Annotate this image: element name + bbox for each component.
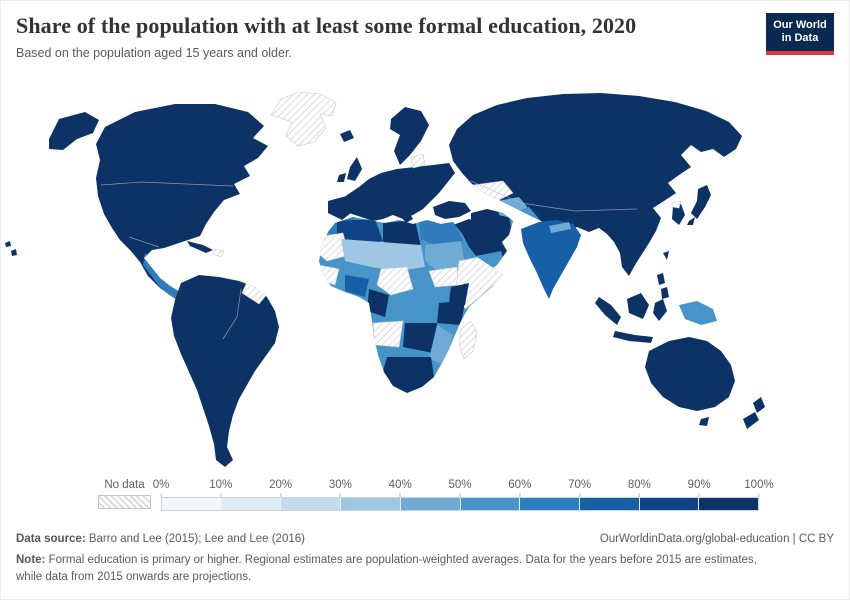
map-region-new-zealand[interactable] [743, 397, 765, 429]
legend: No data 0% 10% 20% 30% 40% 50% 60% 70% 80% 90% 100… [1, 479, 849, 515]
legend-tick-label: 0% [153, 479, 169, 497]
map-region-nepal[interactable] [549, 222, 571, 233]
legend-tick-label: 100% [744, 479, 774, 497]
legend-swatch-0-10%[interactable] [162, 498, 222, 510]
map-region-nigeria[interactable] [376, 266, 414, 296]
map-region-egypt[interactable] [419, 219, 463, 247]
legend-swatch-60-70%[interactable] [520, 498, 580, 510]
logo-line2: in Data [781, 32, 819, 44]
note-text: Formal education is primary or higher. R… [16, 554, 757, 583]
map-region-papua-new-guinea[interactable] [679, 301, 717, 325]
legend-swatch-50-60%[interactable] [460, 498, 521, 510]
map-region-madagascar[interactable] [458, 320, 478, 360]
legend-tick-label: 40% [389, 479, 412, 497]
map-region-hispaniola[interactable] [212, 248, 225, 258]
map-region-hawaii[interactable] [5, 241, 17, 256]
map-region-angola[interactable] [372, 320, 404, 348]
page-subtitle: Based on the population aged 15 years an… [16, 46, 292, 60]
owid-link[interactable]: OurWorldinData.org/global-education | CC… [599, 533, 834, 545]
legend-swatch-30-40%[interactable] [341, 498, 401, 510]
legend-swatch-20-30%[interactable] [281, 498, 342, 510]
map-region-north-america[interactable] [49, 104, 268, 304]
owid-logo[interactable]: Our World in Data [766, 13, 834, 55]
legend-swatch-70-80%[interactable] [579, 498, 640, 510]
no-data-label: No data [104, 479, 145, 491]
legend-tick-label: 10% [209, 479, 232, 497]
map-region-kenya[interactable] [449, 283, 469, 305]
map-region-greenland[interactable] [270, 91, 337, 147]
map-region-balkans-nodata[interactable] [410, 153, 426, 169]
legend-tick-label: 30% [329, 479, 352, 497]
map-region-sahel[interactable] [341, 239, 425, 271]
data-source-label: Data source: [16, 533, 86, 545]
source-row: Data source: Barro and Lee (2015); Lee a… [16, 533, 834, 545]
map-region-tanzania[interactable] [437, 301, 465, 325]
page-title: Share of the population with at least so… [16, 13, 637, 38]
map-region-cameroon-gabon[interactable] [367, 289, 389, 317]
legend-swatches [161, 497, 759, 511]
map-region-eurasia[interactable] [433, 93, 742, 343]
map-region-australia[interactable] [645, 337, 735, 426]
map-container [1, 89, 850, 474]
map-region-laos[interactable] [589, 241, 603, 259]
legend-swatch-80-90%[interactable] [639, 498, 700, 510]
map-region-sudan[interactable] [425, 241, 465, 271]
map-region-south-africa[interactable] [383, 357, 434, 393]
note: Note: Formal education is primary or hig… [16, 552, 776, 585]
legend-swatch-40-50%[interactable] [400, 498, 461, 510]
map-region-ivory-ghana[interactable] [345, 275, 369, 297]
legend-swatch-90-100%[interactable] [699, 498, 759, 510]
map-region-india[interactable] [521, 220, 581, 299]
map-region-zambia-zimbabwe[interactable] [403, 323, 437, 353]
legend-no-data[interactable]: No data [98, 479, 151, 509]
world-map[interactable] [1, 89, 850, 474]
legend-tick-label: 70% [568, 479, 591, 497]
map-region-north-korea[interactable] [671, 200, 682, 209]
no-data-swatch[interactable] [98, 495, 151, 509]
map-region-europe[interactable] [328, 107, 455, 223]
legend-tick-label: 90% [688, 479, 711, 497]
legend-tick-label: 80% [628, 479, 651, 497]
logo-line1: Our World [773, 18, 827, 31]
header: Share of the population with at least so… [16, 13, 834, 60]
map-region-south-america[interactable] [171, 275, 279, 467]
legend-tick-label: 50% [448, 479, 472, 497]
data-source: Data source: Barro and Lee (2015); Lee a… [16, 533, 305, 545]
legend-swatch-10-20%[interactable] [221, 498, 282, 510]
map-region-iceland[interactable] [340, 130, 354, 142]
legend-tick-label: 20% [269, 479, 292, 497]
note-label: Note: [16, 554, 46, 566]
map-region-country-borders [100, 180, 638, 340]
data-source-text: Barro and Lee (2015); Lee and Lee (2016) [85, 533, 305, 545]
legend-tick-label: 60% [508, 479, 531, 497]
footer: Data source: Barro and Lee (2015); Lee a… [16, 533, 834, 585]
map-region-sri-lanka[interactable] [545, 273, 553, 283]
